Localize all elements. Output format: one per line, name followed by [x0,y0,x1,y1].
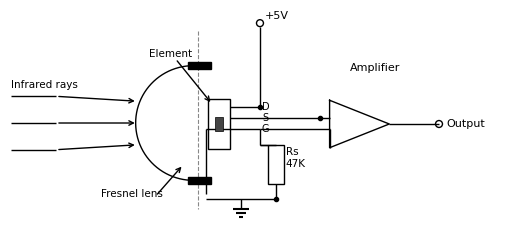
Text: Fresnel lens: Fresnel lens [101,189,162,199]
Text: Element: Element [149,49,192,59]
Bar [208,99,230,149]
Text: Infrared rays: Infrared rays [11,81,78,90]
Text: Output: Output [446,119,485,129]
Text: Rs: Rs [286,147,298,157]
Bar [215,117,223,131]
Text: D: D [262,102,270,112]
Text: Amplifier: Amplifier [350,63,400,73]
Text: +5V: +5V [265,11,289,21]
Text: S: S [262,113,268,123]
Bar [189,62,211,69]
Text: G: G [262,124,269,134]
Bar [268,145,284,184]
Bar [189,177,211,184]
Text: 47K: 47K [286,159,306,169]
